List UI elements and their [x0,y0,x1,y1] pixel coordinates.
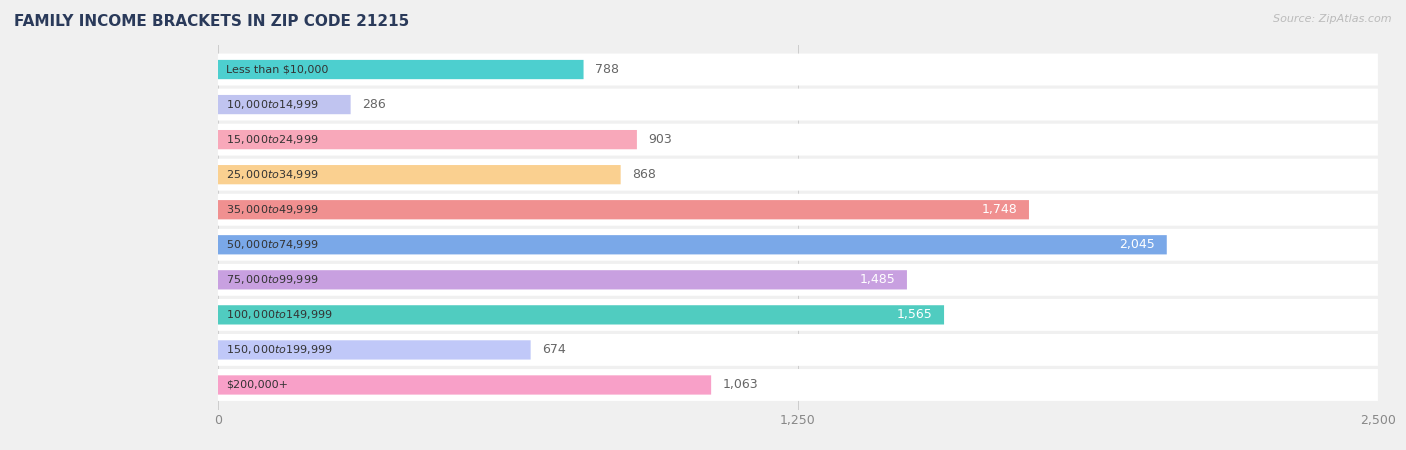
FancyBboxPatch shape [218,200,1029,219]
FancyBboxPatch shape [218,340,530,360]
Text: $35,000 to $49,999: $35,000 to $49,999 [226,203,319,216]
Text: 1,565: 1,565 [897,308,932,321]
FancyBboxPatch shape [218,165,620,184]
FancyBboxPatch shape [218,95,350,114]
Text: 868: 868 [633,168,657,181]
FancyBboxPatch shape [218,235,1167,254]
Text: $75,000 to $99,999: $75,000 to $99,999 [226,273,319,286]
FancyBboxPatch shape [218,124,1378,156]
FancyBboxPatch shape [218,159,1378,191]
FancyBboxPatch shape [218,264,1378,296]
Text: 1,485: 1,485 [859,273,896,286]
Text: FAMILY INCOME BRACKETS IN ZIP CODE 21215: FAMILY INCOME BRACKETS IN ZIP CODE 21215 [14,14,409,28]
Text: 674: 674 [543,343,567,356]
Text: 903: 903 [648,133,672,146]
Text: 1,063: 1,063 [723,378,758,392]
Text: $25,000 to $34,999: $25,000 to $34,999 [226,168,319,181]
FancyBboxPatch shape [218,299,1378,331]
FancyBboxPatch shape [218,229,1378,261]
Text: Source: ZipAtlas.com: Source: ZipAtlas.com [1274,14,1392,23]
FancyBboxPatch shape [218,60,583,79]
FancyBboxPatch shape [218,194,1378,225]
FancyBboxPatch shape [218,305,943,324]
Text: 286: 286 [363,98,387,111]
FancyBboxPatch shape [218,270,907,289]
FancyBboxPatch shape [218,54,1378,86]
Text: 2,045: 2,045 [1119,238,1156,251]
FancyBboxPatch shape [218,334,1378,366]
Text: $15,000 to $24,999: $15,000 to $24,999 [226,133,319,146]
Text: $150,000 to $199,999: $150,000 to $199,999 [226,343,333,356]
FancyBboxPatch shape [218,89,1378,121]
Text: 1,748: 1,748 [981,203,1018,216]
Text: Less than $10,000: Less than $10,000 [226,64,329,75]
FancyBboxPatch shape [218,369,1378,401]
FancyBboxPatch shape [218,375,711,395]
FancyBboxPatch shape [218,130,637,149]
Text: 788: 788 [595,63,619,76]
Text: $100,000 to $149,999: $100,000 to $149,999 [226,308,333,321]
Text: $10,000 to $14,999: $10,000 to $14,999 [226,98,319,111]
Text: $200,000+: $200,000+ [226,380,288,390]
Text: $50,000 to $74,999: $50,000 to $74,999 [226,238,319,251]
